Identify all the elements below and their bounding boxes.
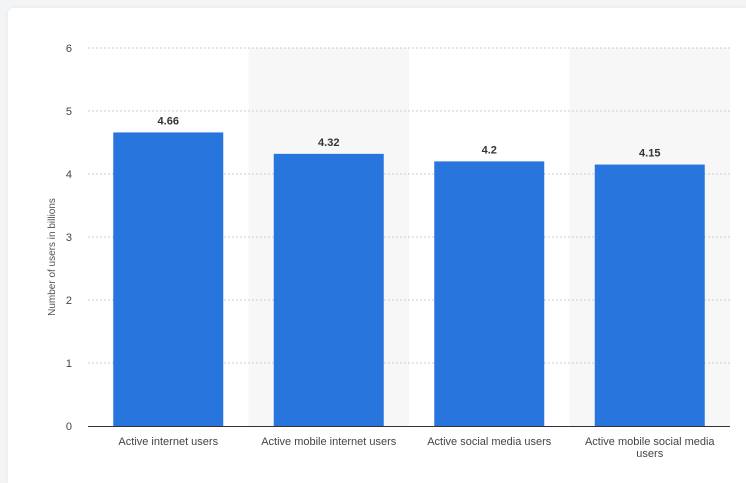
data-label: 4.2: [482, 144, 497, 156]
bar[interactable]: [113, 132, 224, 427]
bar[interactable]: [434, 161, 545, 426]
y-tick-label: 0: [66, 421, 72, 433]
y-tick-label: 1: [66, 358, 72, 370]
bar[interactable]: [273, 153, 384, 426]
data-label: 4.66: [158, 115, 179, 127]
x-tick-label: Active internet users: [118, 436, 218, 448]
bar[interactable]: [594, 164, 705, 427]
x-tick-label: Active mobile internet users: [261, 436, 397, 448]
data-label: 4.32: [318, 137, 339, 149]
y-axis-ticks: 0 1 2 3 4 5 6: [66, 43, 72, 433]
gridlines: [88, 47, 730, 364]
x-tick-label: Active social media users: [427, 436, 552, 448]
y-tick-label: 4: [66, 169, 72, 181]
bars: [113, 132, 705, 427]
y-tick-label: 2: [66, 295, 72, 307]
data-labels: 4.66 4.32 4.2 4.15: [158, 115, 661, 159]
y-tick-label: 5: [66, 106, 72, 118]
y-tick-label: 6: [66, 43, 72, 55]
y-axis-title: Number of users in billions: [47, 198, 58, 316]
data-label: 4.15: [639, 148, 660, 160]
x-tick-label: Active mobile social media users: [585, 436, 715, 460]
y-tick-label: 3: [66, 232, 72, 244]
category-labels: Active internet users Active mobile inter…: [118, 436, 715, 460]
